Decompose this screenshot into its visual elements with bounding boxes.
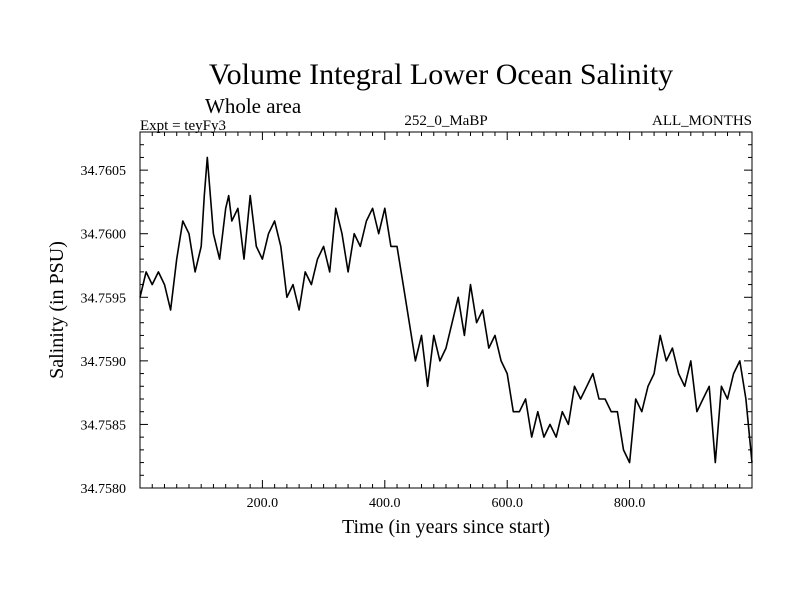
period-label: 252_0_MaBP	[404, 113, 487, 129]
y-tick-label: 34.7585	[81, 418, 127, 433]
y-tick-label: 34.7605	[81, 164, 127, 179]
y-tick-label: 34.7590	[81, 355, 127, 370]
plot-frame	[139, 131, 753, 489]
y-axis-label: Salinity (in PSU)	[46, 241, 68, 379]
months-label: ALL_MONTHS	[652, 113, 752, 129]
y-tick-label: 34.7580	[81, 482, 127, 497]
chart-title: Volume Integral Lower Ocean Salinity	[209, 58, 673, 91]
y-axis: 34.7580 34.7585 34.7590 34.7595 34.7600 34.76…	[81, 144, 752, 497]
x-tick-label: 200.0	[247, 496, 279, 511]
x-axis-label: Time (in years since start)	[342, 516, 550, 538]
x-axis: 200.0 400.0 600.0 800.0	[151, 132, 741, 511]
y-tick-label: 34.7595	[81, 291, 127, 306]
x-tick-label: 600.0	[491, 496, 523, 511]
experiment-label: Expt = teyFy3	[140, 118, 226, 134]
x-tick-label: 400.0	[369, 496, 401, 511]
series-line-salinity	[139, 156, 753, 464]
y-tick-label: 34.7600	[81, 228, 127, 243]
series-group	[139, 156, 753, 464]
x-tick-label: 800.0	[614, 496, 646, 511]
chart-subtitle: Whole area	[205, 94, 302, 118]
